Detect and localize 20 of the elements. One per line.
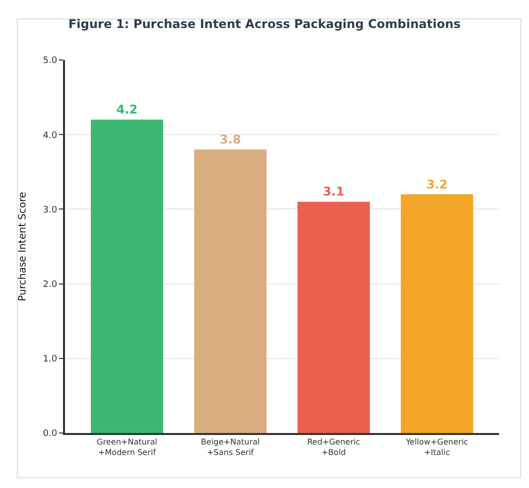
x-tick-label: Green+Natural +Modern Serif [96,438,158,457]
y-tick-label: 2.0 [42,280,58,290]
y-tick-label: 4.0 [42,130,58,141]
bar [400,194,474,433]
y-tick-label: 1.0 [42,354,58,365]
data-label: 3.1 [323,184,344,199]
bar [298,202,370,433]
y-tick-label: 3.0 [42,205,58,216]
data-label: 4.2 [116,102,138,117]
data-label: 3.2 [426,177,448,192]
x-tick-label: Beige+Natural +Sans Serif [200,438,260,457]
x-tick-label: Red+Generic +Bold [307,438,360,457]
chart-title: Figure 1: Purchase Intent Across Packaging Combinations [68,16,461,31]
data-label: 3.8 [220,132,241,147]
bar [194,150,266,433]
y-tick-label: 0.0 [42,429,58,440]
bar [90,120,164,433]
x-tick-label: Yellow+Generic +Italic [404,438,468,457]
y-tick-label: 5.0 [42,56,58,66]
y-axis-title: Purchase Intent Score [17,192,28,302]
